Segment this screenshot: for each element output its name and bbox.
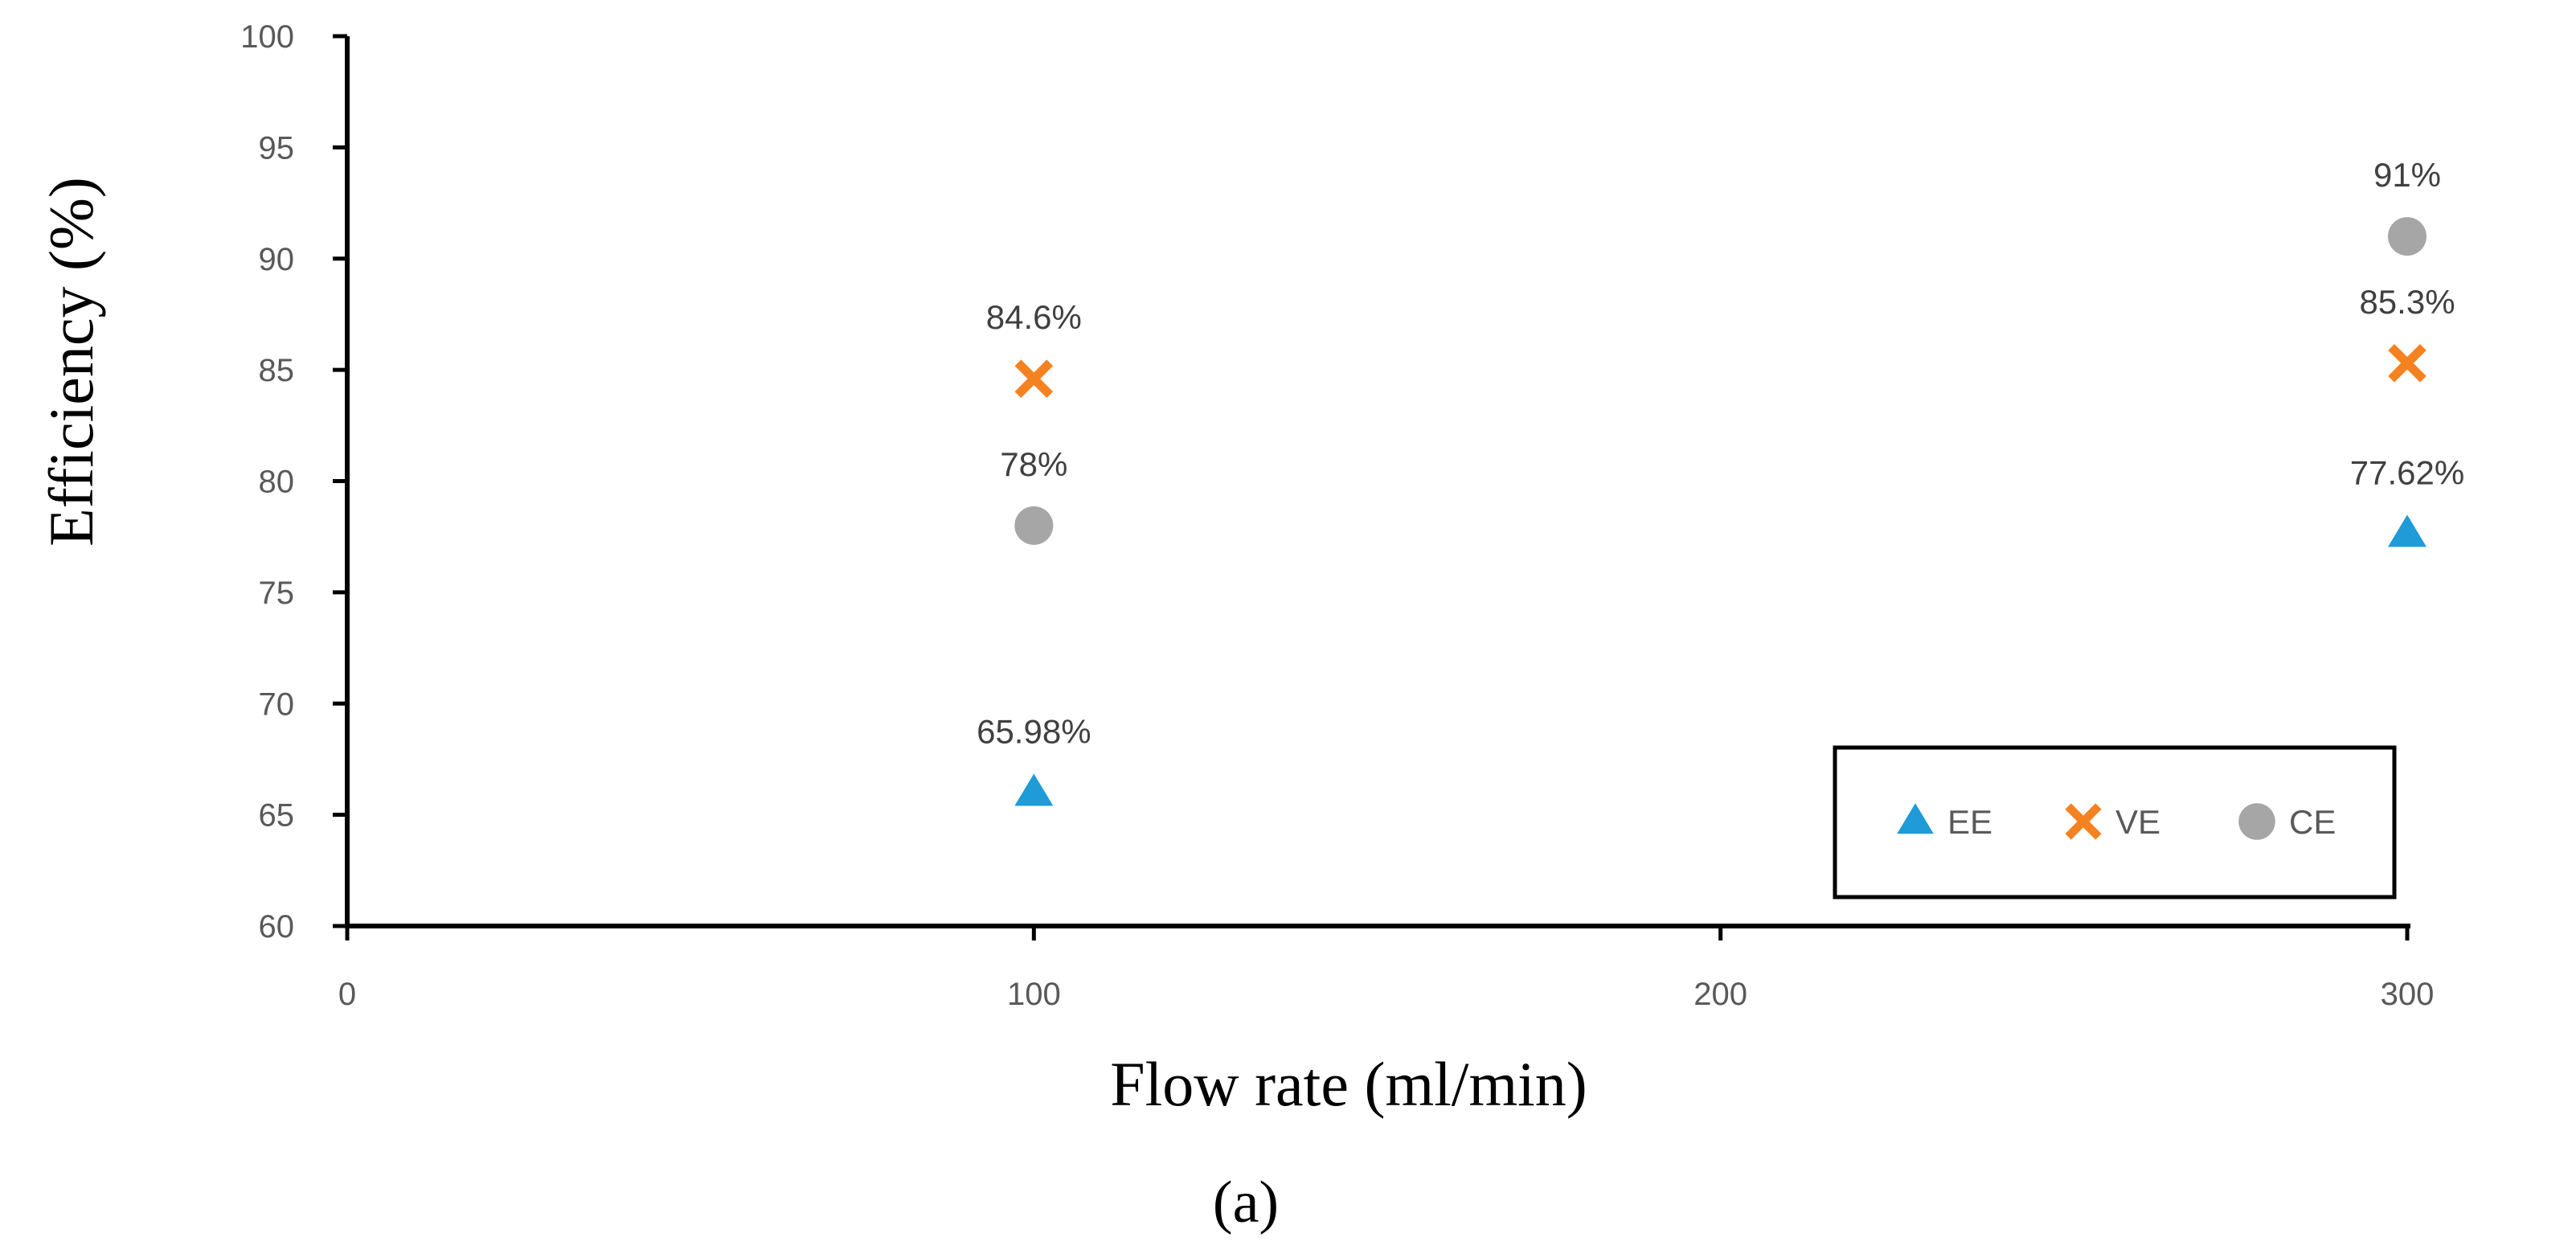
data-point-ve — [1014, 359, 1054, 398]
y-axis-title: Efficiency (%) — [36, 177, 106, 547]
y-tick-label: 85 — [259, 353, 295, 388]
legend-label-ve: VE — [2115, 803, 2160, 841]
x-axis-title: Flow rate (ml/min) — [1110, 1049, 1587, 1119]
legend-box — [1833, 745, 2397, 899]
data-label-ve: 84.6% — [986, 298, 1082, 336]
data-point-ee — [1014, 773, 1054, 806]
y-tick-label: 60 — [259, 909, 295, 945]
data-point-ce — [2388, 217, 2427, 256]
y-tick-label: 95 — [259, 130, 295, 166]
y-tick-label: 70 — [259, 686, 295, 722]
y-tick-label: 65 — [259, 798, 295, 834]
legend: EE VE CE — [1833, 745, 2397, 899]
axes — [333, 34, 2410, 940]
x-tick-label: 300 — [2381, 977, 2435, 1012]
data-label-ee: 65.98% — [977, 713, 1091, 751]
data-label-ee: 77.62% — [2350, 453, 2464, 491]
panel-label: (a) — [1213, 1170, 1279, 1235]
y-tick-label: 80 — [259, 465, 295, 500]
tick-labels: 60 65 70 75 80 85 90 95 100 0 100 200 300 — [240, 19, 2434, 1012]
data-label-ve: 85.3% — [2359, 283, 2455, 321]
legend-marker-ce — [2238, 803, 2275, 840]
data-point-ee — [2388, 514, 2427, 547]
data-point-ce — [1014, 506, 1054, 545]
data-labels: 65.98% 77.62% 84.6% 85.3% 78% 91% — [977, 156, 2464, 750]
data-label-ce: 78% — [1000, 445, 1067, 483]
x-tick-label: 100 — [1007, 977, 1061, 1012]
legend-marker-ve — [2065, 803, 2102, 840]
legend-marker-ee — [1897, 803, 1934, 834]
data-points — [1014, 217, 2427, 806]
y-tick-label: 100 — [240, 19, 294, 55]
legend-label-ee: EE — [1947, 803, 1992, 841]
legend-label-ce: CE — [2289, 803, 2336, 841]
data-label-ce: 91% — [2373, 156, 2441, 194]
x-tick-label: 200 — [1693, 977, 1747, 1012]
x-tick-label: 0 — [338, 977, 356, 1012]
y-tick-label: 90 — [259, 242, 295, 277]
data-point-ve — [2388, 344, 2427, 383]
y-tick-label: 75 — [259, 576, 295, 611]
